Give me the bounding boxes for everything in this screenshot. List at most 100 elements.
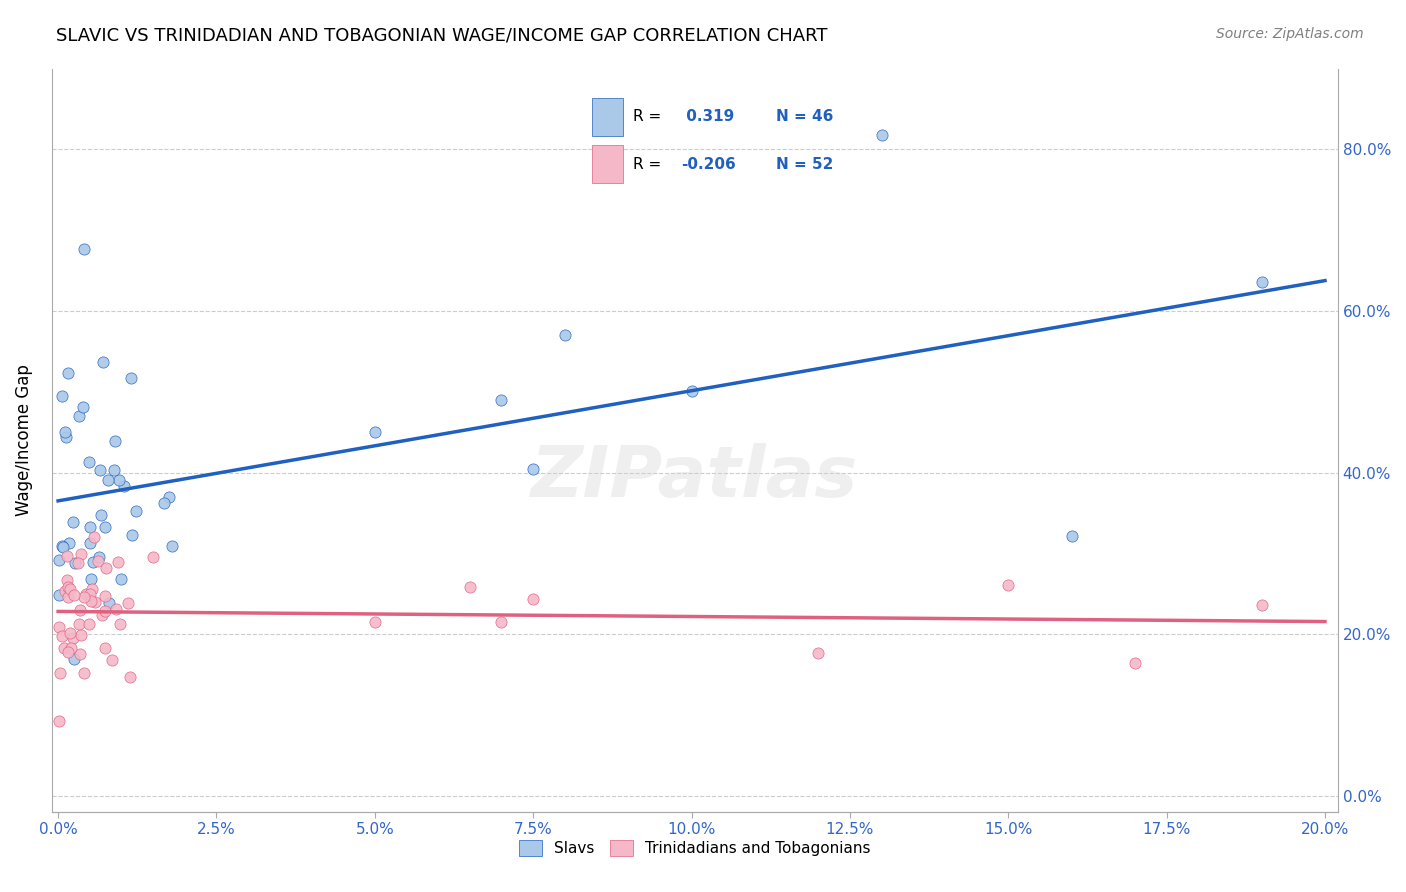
Point: [112, 479, 135, 493]
Point: [59, 582, 82, 596]
Point: [97, 473, 120, 487]
Point: [62, 631, 84, 645]
Point: [69, 647, 91, 661]
Point: [142, 550, 165, 565]
Point: [48, 620, 70, 634]
Text: Source: ZipAtlas.com: Source: ZipAtlas.com: [1216, 27, 1364, 41]
Point: [56, 645, 79, 659]
Point: [72, 400, 94, 414]
Point: [66, 556, 89, 570]
Point: [90, 508, 112, 522]
Point: [807, 646, 830, 660]
Point: [491, 615, 513, 629]
Text: SLAVIC VS TRINIDADIAN AND TOBAGONIAN WAGE/INCOME GAP CORRELATION CHART: SLAVIC VS TRINIDADIAN AND TOBAGONIAN WAG…: [56, 27, 828, 45]
Point: [120, 371, 142, 385]
Point: [48, 588, 70, 602]
Point: [80, 582, 103, 597]
Point: [870, 128, 893, 142]
Legend: Slavs, Trinidadians and Tobagonians: Slavs, Trinidadians and Tobagonians: [512, 832, 879, 863]
Point: [125, 504, 148, 518]
Point: [103, 463, 125, 477]
Point: [79, 617, 101, 632]
Point: [522, 591, 544, 606]
Point: [105, 602, 128, 616]
Point: [1250, 275, 1272, 289]
Point: [94, 589, 117, 603]
Point: [67, 409, 90, 423]
Point: [56, 366, 79, 380]
Point: [59, 641, 82, 656]
Point: [67, 616, 90, 631]
Point: [96, 560, 118, 574]
Point: [77, 455, 100, 469]
Point: [73, 590, 96, 604]
Text: ZIPatlas: ZIPatlas: [531, 442, 859, 512]
Point: [70, 547, 93, 561]
Point: [491, 393, 513, 408]
Point: [108, 473, 131, 487]
Point: [104, 434, 127, 448]
Point: [79, 587, 101, 601]
Y-axis label: Wage/Income Gap: Wage/Income Gap: [15, 364, 32, 516]
Point: [107, 555, 129, 569]
Point: [997, 578, 1019, 592]
Point: [83, 530, 105, 544]
Point: [93, 520, 115, 534]
Point: [69, 603, 91, 617]
Point: [364, 425, 387, 440]
Point: [75, 587, 97, 601]
Point: [48, 714, 70, 728]
Point: [51, 389, 73, 403]
Point: [79, 536, 101, 550]
Point: [121, 528, 143, 542]
Point: [80, 593, 103, 607]
Point: [56, 580, 79, 594]
Point: [56, 590, 79, 604]
Point: [55, 574, 77, 588]
Point: [89, 462, 111, 476]
Point: [120, 670, 142, 684]
Point: [681, 384, 703, 398]
Point: [91, 608, 114, 623]
Point: [79, 520, 101, 534]
Point: [110, 572, 132, 586]
Point: [56, 549, 79, 563]
Point: [94, 604, 117, 618]
Point: [160, 539, 183, 553]
Point: [87, 554, 110, 568]
Point: [53, 640, 76, 655]
Point: [55, 430, 77, 444]
Point: [52, 540, 75, 554]
Point: [73, 242, 96, 256]
Point: [51, 629, 73, 643]
Point: [51, 539, 73, 553]
Point: [53, 425, 76, 439]
Point: [98, 596, 121, 610]
Point: [62, 516, 84, 530]
Point: [458, 580, 481, 594]
Point: [364, 615, 387, 629]
Point: [157, 490, 180, 504]
Point: [48, 552, 70, 566]
Point: [63, 651, 86, 665]
Point: [108, 617, 131, 632]
Point: [522, 461, 544, 475]
Point: [117, 596, 139, 610]
Point: [84, 595, 107, 609]
Point: [1060, 528, 1083, 542]
Point: [58, 536, 80, 550]
Point: [87, 550, 110, 565]
Point: [80, 572, 103, 586]
Point: [59, 626, 82, 640]
Point: [1250, 598, 1272, 612]
Point: [100, 653, 122, 667]
Point: [91, 355, 114, 369]
Point: [153, 496, 176, 510]
Point: [49, 665, 72, 680]
Point: [63, 556, 86, 570]
Point: [63, 588, 86, 602]
Point: [1123, 656, 1146, 670]
Point: [554, 328, 576, 343]
Point: [53, 583, 76, 598]
Point: [82, 555, 104, 569]
